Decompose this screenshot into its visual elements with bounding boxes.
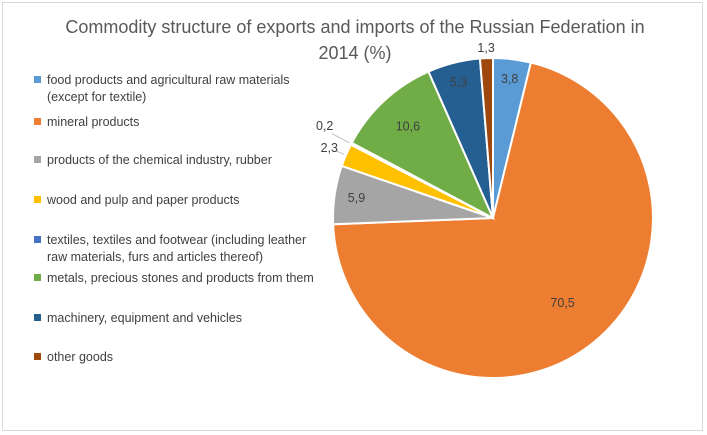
legend-swatch-mineral [34, 118, 41, 125]
legend-swatch-metals [34, 274, 41, 281]
legend-label-machinery: machinery, equipment and vehicles [47, 311, 243, 325]
data-label-metals: 10,6 [396, 119, 420, 133]
legend-label-chemical: products of the chemical industry, rubbe… [47, 153, 272, 167]
pie-data-labels: 3,8 70,5 5,9 2,3 0,2 10,6 5,3 1,3 [316, 41, 575, 310]
data-label-other: 1,3 [477, 41, 494, 55]
legend-swatch-wood [34, 196, 41, 203]
legend-swatch-chemical [34, 156, 41, 163]
leader-line-textiles [331, 133, 350, 144]
pie-slice-metals [350, 70, 496, 221]
data-label-textiles: 0,2 [316, 119, 333, 133]
leader-lines [331, 133, 350, 155]
data-label-machinery: 5,3 [450, 75, 467, 89]
legend-label-wood: wood and pulp and paper products [47, 193, 240, 207]
legend-swatch-food [34, 76, 41, 83]
data-label-wood: 2,3 [321, 141, 338, 155]
legend-label-metals: metals, precious stones and products fro… [47, 271, 314, 285]
data-label-mineral: 70,5 [550, 296, 574, 310]
data-label-chemical: 5,9 [348, 191, 365, 205]
legend-swatch-machinery [34, 314, 41, 321]
chart-title: Commodity structure of exports and impor… [65, 17, 645, 63]
legend-label-other: other goods [47, 350, 114, 364]
legend-label-mineral: mineral products [47, 115, 140, 129]
legend-swatch-textiles [34, 236, 41, 243]
pie-slice-other [478, 56, 494, 219]
legend-label-textiles: textiles, textiles and footwear (includi… [47, 233, 307, 264]
pie-slice-mineral [332, 61, 654, 379]
leader-line-wood [336, 150, 345, 155]
legend-swatch-other [34, 353, 41, 360]
pie-slices [332, 56, 654, 379]
legend-label-food: food products and agricultural raw mater… [47, 73, 290, 104]
data-label-food: 3,8 [501, 72, 518, 86]
